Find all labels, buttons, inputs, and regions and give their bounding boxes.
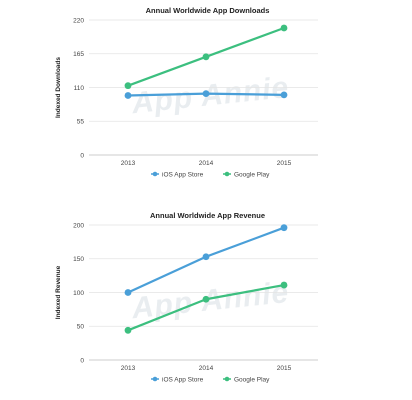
revenue-data-point-ios-app-store <box>202 253 210 261</box>
downloads-legend-marker <box>224 171 230 177</box>
downloads-legend-marker <box>152 171 158 177</box>
downloads-ytick-label: 220 <box>73 17 84 24</box>
revenue-legend-label: iOS App Store <box>162 376 204 383</box>
revenue-title: Annual Worldwide App Revenue <box>150 211 265 220</box>
revenue-ytick-label: 50 <box>77 324 85 331</box>
downloads-data-point-ios-app-store <box>202 90 210 98</box>
downloads-data-point-ios-app-store <box>124 92 132 99</box>
downloads-ytick-label: 165 <box>73 51 84 58</box>
downloads-data-point-google-play <box>124 82 132 90</box>
revenue-xtick-label: 2013 <box>121 365 136 372</box>
downloads-data-point-ios-app-store <box>280 91 288 99</box>
revenue-watermark: App Annie <box>129 276 290 325</box>
revenue-chart: Annual Worldwide App Revenue App Annie 0 50… <box>0 205 412 400</box>
revenue-data-point-ios-app-store <box>124 289 132 296</box>
revenue-ytick-label: 100 <box>73 290 84 297</box>
revenue-ytick-label: 150 <box>73 256 84 263</box>
downloads-ytick-label: 110 <box>74 85 85 92</box>
revenue-xtick-label: 2014 <box>199 365 214 372</box>
revenue-chart-svg: Annual Worldwide App Revenue App Annie 0 50… <box>55 211 318 383</box>
downloads-legend-label: iOS App Store <box>162 171 204 178</box>
revenue-data-point-google-play <box>124 326 132 334</box>
revenue-legend-marker <box>152 376 158 382</box>
downloads-xtick-label: 2015 <box>277 160 292 167</box>
downloads-chart: Annual Worldwide App Downloads App Annie 0… <box>0 0 412 195</box>
revenue-legend-label: Google Play <box>234 376 270 383</box>
downloads-ytick-label: 55 <box>77 119 85 126</box>
downloads-title: Annual Worldwide App Downloads <box>146 6 270 15</box>
downloads-xtick-label: 2013 <box>121 160 136 167</box>
revenue-ytick-label: 200 <box>73 222 84 229</box>
downloads-legend-label: Google Play <box>234 171 270 178</box>
revenue-data-point-google-play <box>202 295 210 303</box>
revenue-data-point-ios-app-store <box>280 224 288 232</box>
revenue-ytick-label: 0 <box>80 357 84 364</box>
downloads-y-axis-label: Indexed Downloads <box>55 57 62 118</box>
revenue-legend-marker <box>224 376 230 382</box>
downloads-data-point-google-play <box>280 24 288 32</box>
revenue-xtick-label: 2015 <box>277 365 292 372</box>
downloads-ytick-label: 0 <box>80 152 84 159</box>
revenue-y-axis-label: Indexed Revenue <box>55 265 62 319</box>
revenue-data-point-google-play <box>280 281 288 289</box>
downloads-data-point-google-play <box>202 53 210 61</box>
downloads-xtick-label: 2014 <box>199 160 214 167</box>
